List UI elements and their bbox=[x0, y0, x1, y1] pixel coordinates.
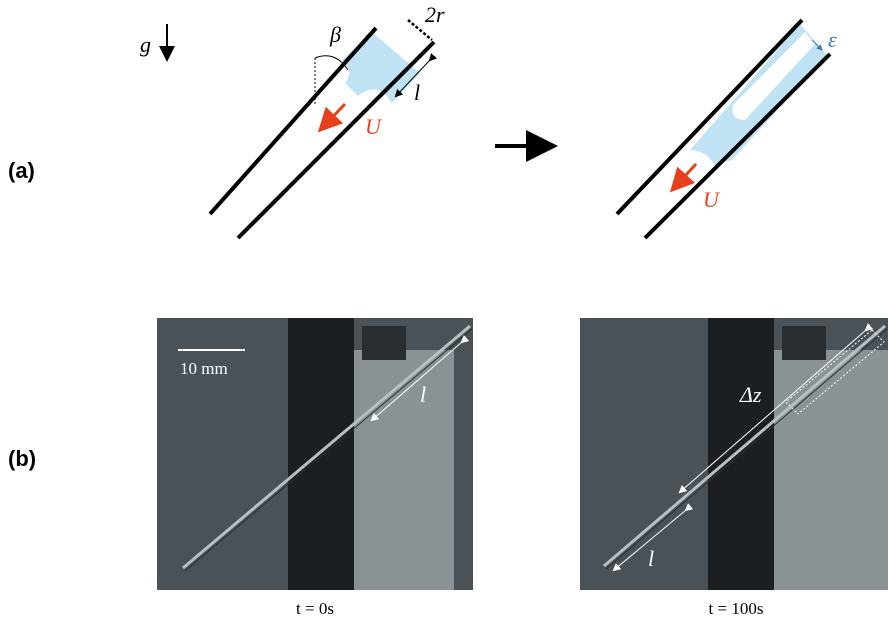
velocity-arrow bbox=[674, 164, 696, 188]
velocity-label: U bbox=[365, 114, 383, 139]
length-label: l bbox=[420, 382, 426, 407]
caption: t = 0s bbox=[296, 599, 334, 618]
tube-wall bbox=[617, 20, 802, 214]
tube-wall bbox=[210, 28, 376, 214]
displacement-label: Δz bbox=[739, 382, 762, 407]
panel-label: (a) bbox=[8, 158, 35, 183]
photo bbox=[580, 318, 888, 590]
velocity-label: U bbox=[703, 187, 721, 212]
caption: t = 100s bbox=[709, 599, 764, 618]
tube-wall bbox=[645, 54, 830, 238]
length-label: l bbox=[648, 546, 654, 571]
figure: (a) g β 2r l U ε U (b) 10 mm l t = 0s bbox=[0, 0, 888, 622]
scale-label: 10 mm bbox=[180, 359, 228, 378]
gravity-label: g bbox=[140, 32, 151, 57]
diameter-label: 2r bbox=[425, 2, 445, 27]
angle-label: β bbox=[329, 22, 341, 47]
velocity-arrow bbox=[322, 104, 345, 128]
film-label: ε bbox=[828, 27, 837, 52]
length-label: l bbox=[414, 80, 420, 105]
panel-label: (b) bbox=[8, 446, 36, 471]
